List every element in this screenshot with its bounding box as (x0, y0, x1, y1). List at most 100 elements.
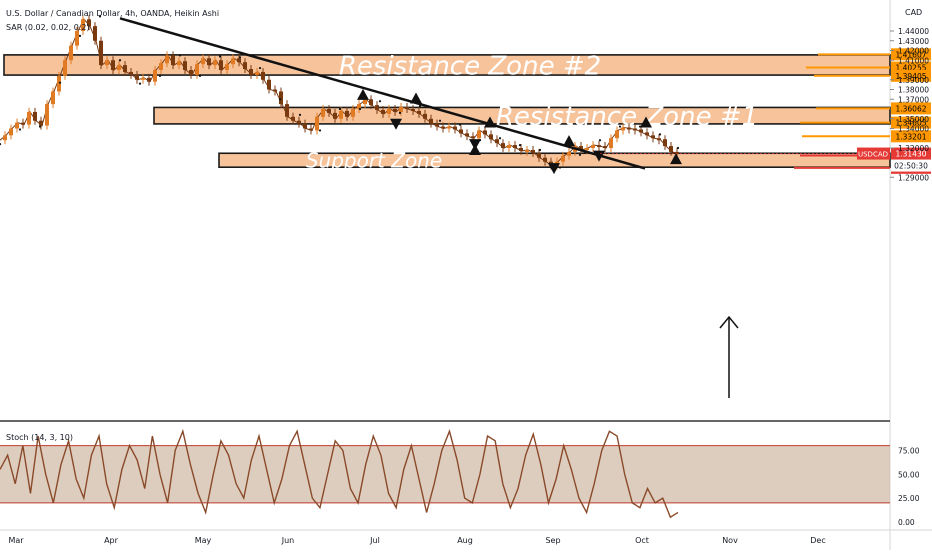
candle-body (603, 146, 607, 149)
candle-body (69, 45, 73, 61)
candle-body (675, 151, 679, 154)
candle-body (561, 155, 565, 162)
zone-label: Resistance Zone #1 (496, 102, 758, 132)
price-tick-label: 1.32000 (898, 144, 929, 153)
candle-body (57, 75, 61, 92)
candle-body (9, 128, 13, 136)
candle-body (279, 91, 283, 105)
candle-body (393, 109, 397, 112)
stoch-tick-label: 50.00 (898, 470, 920, 479)
candle-body (495, 139, 499, 144)
candle-body (129, 71, 133, 75)
candle-body (531, 149, 535, 153)
stoch-tick-label: 25.00 (898, 494, 920, 503)
triangle-up-marker (563, 135, 575, 147)
candle-body (471, 136, 475, 139)
candle-body (135, 74, 139, 80)
candle-body (159, 63, 163, 70)
target-arrow-head (719, 315, 739, 329)
candle-body (345, 110, 349, 117)
candle-body (27, 111, 31, 125)
sar-dot (318, 129, 322, 132)
price-layer (0, 15, 680, 170)
candle-body (147, 77, 151, 82)
sar-dot (158, 74, 162, 77)
sar-dot (278, 98, 282, 101)
candle-body (327, 109, 331, 113)
candle-body (645, 132, 649, 136)
candle-body (195, 64, 199, 75)
sar-dot (598, 139, 602, 142)
candle-body (225, 64, 229, 70)
candle-body (267, 79, 271, 90)
sar-dot (258, 66, 262, 70)
time-tick-label: Dec (810, 536, 825, 545)
sar-dot (98, 15, 102, 18)
zone-box (153, 106, 891, 125)
zone-box (3, 54, 891, 76)
time-axis[interactable]: Mar Apr May Jun Jul Aug Sep Oct Nov Dec (8, 536, 825, 545)
candle-body (387, 109, 391, 114)
candle-body (63, 60, 67, 76)
candle-body (111, 60, 115, 70)
candle-body (483, 130, 487, 135)
candle-body (567, 151, 571, 156)
sar-dot (658, 133, 662, 136)
candle-body (441, 126, 445, 129)
price-level-tag (891, 48, 931, 61)
candle-body (117, 65, 121, 70)
sar-dot (118, 59, 122, 62)
candle-body (201, 58, 205, 65)
sar-dot (38, 125, 42, 128)
candle-body (141, 77, 145, 80)
current-symbol-tag (857, 147, 890, 160)
price-tick-label: 1.39000 (898, 76, 929, 85)
price-tick-label: 1.41000 (898, 56, 929, 65)
price-tick-label: 1.43000 (898, 37, 929, 46)
candle-body (3, 135, 7, 141)
candle-body (165, 55, 169, 64)
candle-body (183, 61, 187, 70)
price-axis-background (890, 0, 932, 550)
triangle-up-marker (670, 153, 682, 165)
stoch-pane (0, 428, 890, 519)
triangle-marker (390, 118, 402, 130)
candle-body (171, 55, 175, 66)
current-symbol: USDCAD (858, 151, 888, 159)
candle-body (507, 145, 511, 148)
candle-body (33, 111, 37, 121)
price-tick-label: 1.44000 (898, 27, 929, 36)
sar-dot (578, 153, 582, 156)
sar-dot (198, 74, 202, 77)
current-price-value: 1.31430 (895, 150, 926, 159)
countdown-tag (891, 159, 931, 172)
sar-dot (218, 55, 222, 58)
stoch-tick-label: 0.00 (898, 518, 915, 527)
triangle-up-marker (357, 88, 369, 100)
candle-body (303, 123, 307, 129)
sar-dot (538, 148, 542, 152)
candle-body (615, 130, 619, 139)
candle-body (525, 149, 529, 152)
candle-body (465, 133, 469, 137)
candle-body (405, 107, 409, 110)
sar-dot (378, 100, 382, 103)
candle-body (219, 60, 223, 70)
sar-indicator-label: SAR (0.02, 0.02, 0.2) (6, 23, 90, 32)
candle-body (543, 157, 547, 162)
candle-body (429, 118, 433, 124)
candle-body (75, 31, 79, 46)
zones-layer: Resistance Zone #2 Resistance Zone #1 Supp… (3, 51, 891, 172)
candle-body (627, 127, 631, 130)
candle-body (339, 110, 343, 119)
candle-body (333, 112, 337, 119)
triangle-up-marker (410, 92, 422, 104)
stoch-indicator-label: Stoch (14, 3, 10) (6, 433, 73, 442)
candle-body (513, 145, 517, 148)
price-tick-label: 1.34000 (898, 125, 929, 134)
candle-body (45, 104, 49, 126)
price-level-value: 1.41607 (895, 50, 926, 59)
